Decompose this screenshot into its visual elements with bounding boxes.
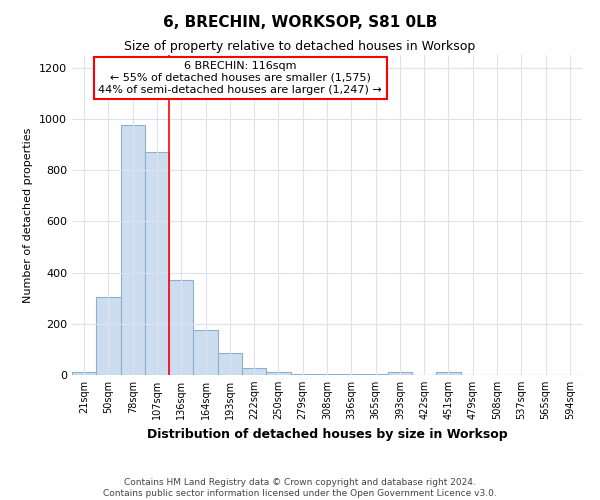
Bar <box>169 280 193 375</box>
Text: 6, BRECHIN, WORKSOP, S81 0LB: 6, BRECHIN, WORKSOP, S81 0LB <box>163 15 437 30</box>
X-axis label: Distribution of detached houses by size in Worksop: Distribution of detached houses by size … <box>146 428 508 440</box>
Bar <box>193 330 218 375</box>
Bar <box>242 368 266 375</box>
Bar <box>218 353 242 375</box>
Bar <box>388 372 412 375</box>
Bar <box>96 297 121 375</box>
Text: 6 BRECHIN: 116sqm
← 55% of detached houses are smaller (1,575)
44% of semi-detac: 6 BRECHIN: 116sqm ← 55% of detached hous… <box>98 62 382 94</box>
Text: Size of property relative to detached houses in Worksop: Size of property relative to detached ho… <box>124 40 476 53</box>
Bar <box>339 374 364 375</box>
Bar <box>315 374 339 375</box>
Bar <box>145 152 169 375</box>
Bar <box>121 126 145 375</box>
Bar <box>266 372 290 375</box>
Bar <box>436 372 461 375</box>
Bar <box>72 372 96 375</box>
Y-axis label: Number of detached properties: Number of detached properties <box>23 128 34 302</box>
Bar <box>364 374 388 375</box>
Bar <box>290 374 315 375</box>
Text: Contains HM Land Registry data © Crown copyright and database right 2024.
Contai: Contains HM Land Registry data © Crown c… <box>103 478 497 498</box>
